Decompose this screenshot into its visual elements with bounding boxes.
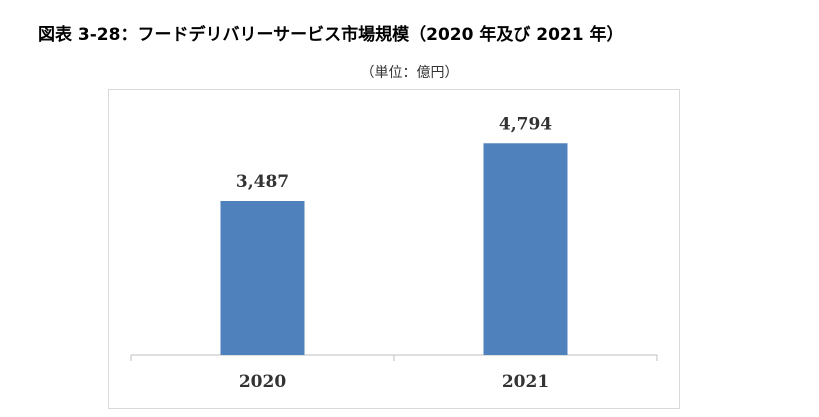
bar-chart: 3,487 2020 4,794 2021 bbox=[130, 114, 658, 392]
data-label-2020: 3,487 bbox=[236, 172, 289, 192]
unit-note: （単位：億円） bbox=[360, 65, 459, 81]
x-tick-label-2020: 2020 bbox=[239, 372, 286, 392]
bar-2021 bbox=[483, 143, 568, 355]
bar-2020 bbox=[220, 200, 305, 355]
chart-area: 3,487 2020 4,794 2021 bbox=[108, 89, 680, 409]
x-tick-label-2021: 2021 bbox=[502, 372, 549, 392]
figure-title: 図表 3-28：フードデリバリーサービス市場規模（2020 年及び 2021 年… bbox=[38, 25, 624, 45]
data-label-2021: 4,794 bbox=[499, 114, 552, 134]
